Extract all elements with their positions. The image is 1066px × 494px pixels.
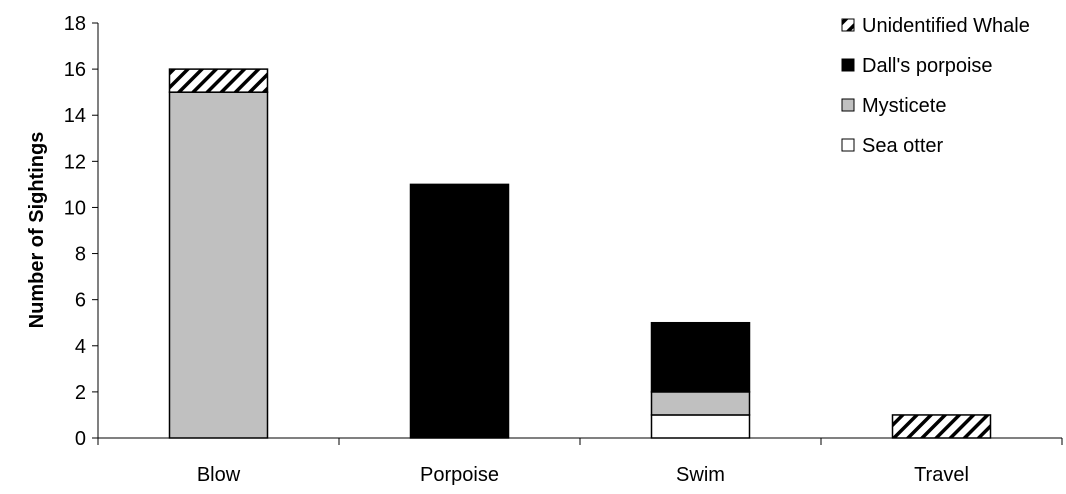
y-tick-label: 0 bbox=[75, 428, 86, 450]
labels-layer: 0 2 4 6 8 10 12 14 16 18 Blow Porpoise Swim Travel bbox=[64, 13, 969, 486]
legend-label: Sea otter bbox=[862, 135, 944, 157]
bar-segment bbox=[168, 68, 269, 93]
y-tick-label: 18 bbox=[64, 13, 86, 35]
y-tick-label: 8 bbox=[75, 244, 86, 266]
y-tick-label: 2 bbox=[75, 382, 86, 404]
y-tick-label: 6 bbox=[75, 290, 86, 312]
legend: Unidentified Whale Dall's porpoise Mystice… bbox=[841, 15, 1030, 157]
y-tick-label: 12 bbox=[64, 151, 86, 173]
x-tick-label: Swim bbox=[676, 464, 725, 486]
legend-label: Mysticete bbox=[862, 95, 946, 117]
x-tick-label: Porpoise bbox=[420, 464, 499, 486]
y-tick-label: 10 bbox=[64, 197, 86, 219]
y-tick-label: 4 bbox=[75, 336, 86, 358]
x-tick-label: Travel bbox=[914, 464, 969, 486]
bar-segment bbox=[650, 414, 751, 439]
legend-swatch bbox=[841, 138, 855, 152]
bar-segment bbox=[168, 91, 269, 439]
legend-swatch bbox=[841, 98, 855, 112]
y-tick-label: 16 bbox=[64, 59, 86, 81]
y-axis-title: Number of Sightings bbox=[26, 132, 48, 329]
bar-segment bbox=[650, 391, 751, 416]
bars-layer bbox=[168, 68, 992, 439]
bar-segment bbox=[891, 414, 992, 439]
legend-label: Unidentified Whale bbox=[862, 15, 1030, 37]
bar-segment bbox=[409, 183, 510, 439]
legend-swatch bbox=[841, 58, 855, 72]
legend-label: Dall's porpoise bbox=[862, 55, 993, 77]
legend-swatch bbox=[841, 18, 855, 32]
x-tick-label: Blow bbox=[197, 464, 241, 486]
bar-segment bbox=[650, 321, 751, 393]
y-tick-label: 14 bbox=[64, 105, 86, 127]
